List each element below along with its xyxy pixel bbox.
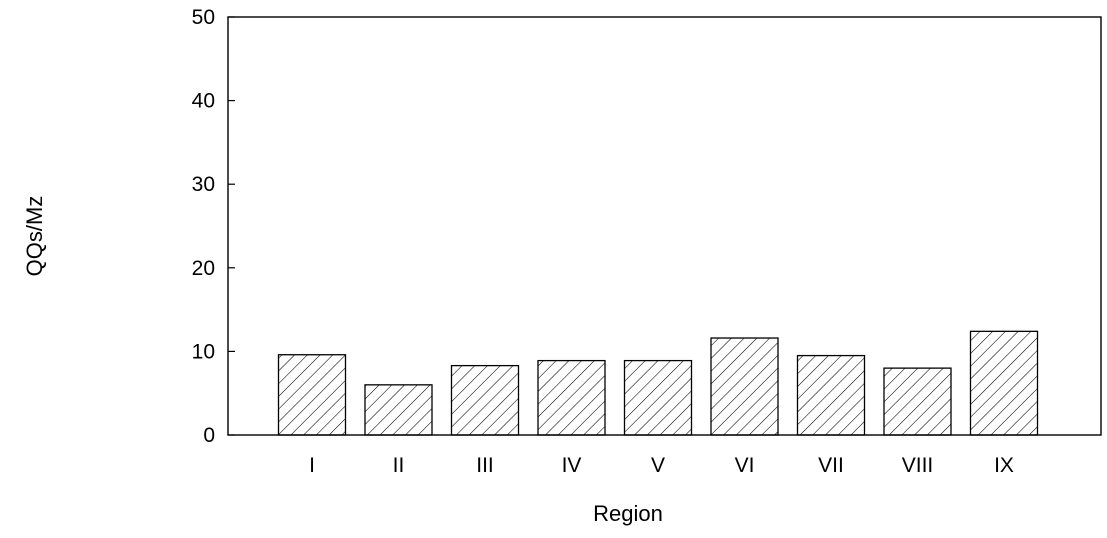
y-axis: 0 10 20 30 40 50: [192, 6, 235, 447]
y-tick-label: 0: [203, 424, 215, 447]
y-axis-title: QQs/Mz: [22, 196, 47, 277]
bar-IX: [969, 330, 1039, 436]
x-axis-title: Region: [593, 501, 663, 526]
bar-III: [450, 364, 520, 436]
bar-IV: [537, 359, 606, 436]
x-axis: I II III IV V VI VII VIII IX: [309, 454, 1014, 477]
bar-V: [623, 359, 693, 436]
bars-group: [277, 330, 1039, 436]
x-tick-label: I: [309, 454, 315, 477]
bar-VI: [710, 337, 779, 436]
bar-II: [364, 384, 433, 436]
x-tick-label: IV: [562, 454, 582, 477]
y-tick-label: 50: [192, 6, 215, 29]
bar-VII: [796, 354, 866, 436]
y-tick-label: 30: [192, 173, 215, 196]
x-tick-label: II: [393, 454, 405, 477]
x-tick-label: III: [476, 454, 494, 477]
bar-I: [277, 354, 347, 436]
x-tick-label: IX: [994, 454, 1014, 477]
x-tick-label: V: [651, 454, 665, 477]
y-tick-label: 20: [192, 257, 215, 280]
x-tick-label: VII: [818, 454, 844, 477]
x-tick-label: VI: [735, 454, 755, 477]
y-tick-label: 40: [192, 90, 215, 113]
bar-VIII: [883, 367, 952, 436]
x-tick-label: VIII: [902, 454, 934, 477]
y-tick-label: 10: [192, 340, 215, 363]
